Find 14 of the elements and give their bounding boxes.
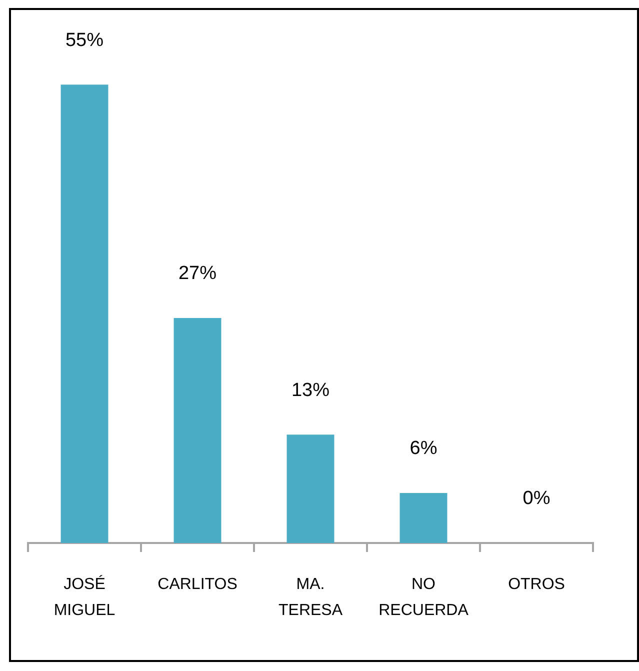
x-tick-label: OTROS xyxy=(508,576,565,594)
x-tick-label: CARLITOS xyxy=(158,576,238,594)
bar xyxy=(60,84,108,543)
x-tick-label: JOSÉ MIGUEL xyxy=(54,575,116,619)
data-label: 0% xyxy=(522,488,550,510)
x-tick-label: MA. TERESA xyxy=(278,576,343,619)
bar xyxy=(286,434,334,543)
data-label: 6% xyxy=(410,438,438,460)
bar xyxy=(400,493,448,543)
x-tick-label: NO RECUERDA xyxy=(378,576,469,619)
bar xyxy=(174,318,222,543)
data-label: 55% xyxy=(65,30,104,51)
data-label: 13% xyxy=(291,380,330,401)
data-label: 27% xyxy=(178,263,217,284)
